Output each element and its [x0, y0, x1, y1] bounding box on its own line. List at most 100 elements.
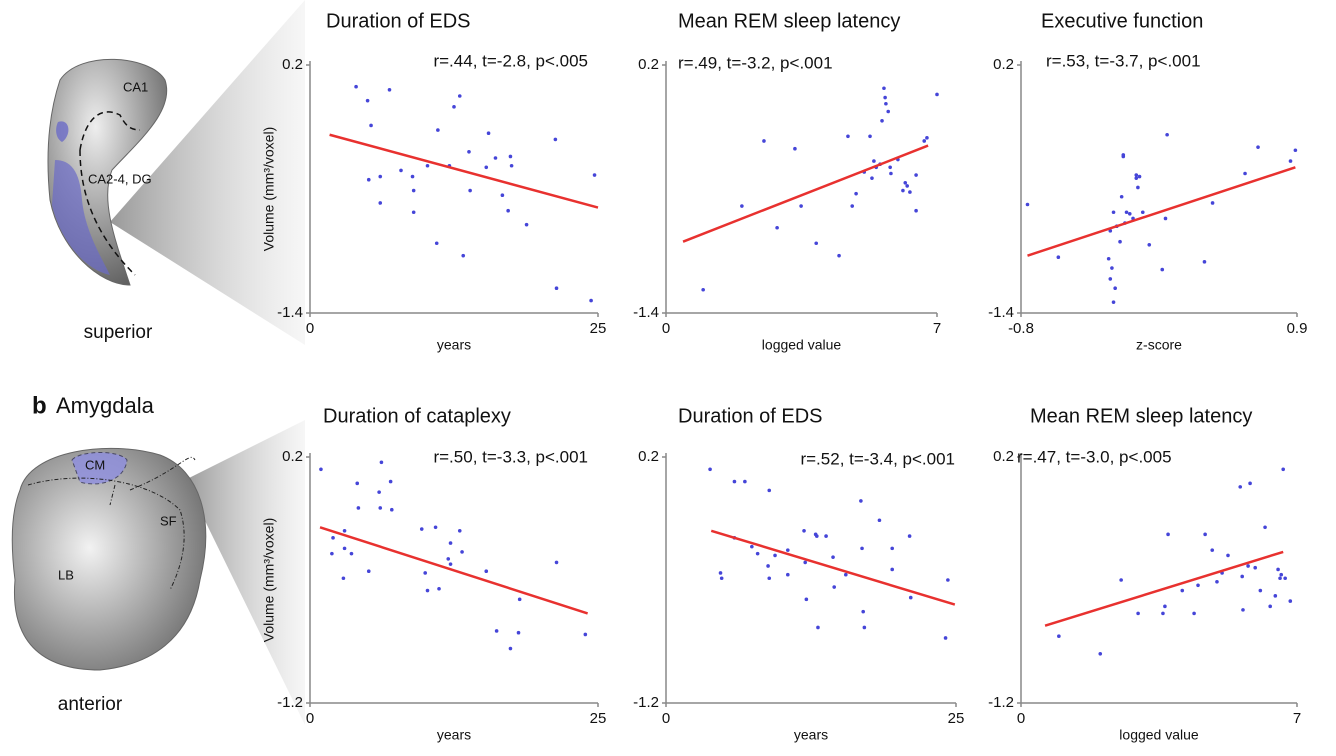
point	[861, 609, 865, 614]
point	[1288, 599, 1293, 603]
point	[1108, 277, 1113, 281]
point	[832, 585, 836, 589]
point	[1283, 576, 1287, 581]
x-axis-label: years	[437, 337, 471, 353]
point	[410, 174, 415, 179]
point	[467, 150, 471, 154]
x-axis-label: logged value	[762, 337, 842, 353]
point	[802, 529, 806, 533]
point	[775, 225, 779, 230]
fit-line	[1027, 166, 1296, 257]
point	[1276, 567, 1280, 572]
point	[743, 479, 747, 484]
y-tick-label: -1.2	[633, 694, 659, 711]
region-border	[79, 111, 141, 276]
point	[461, 253, 466, 258]
fit-line	[682, 144, 929, 243]
point	[517, 597, 522, 602]
point	[1278, 576, 1282, 581]
point	[1111, 300, 1116, 304]
annotation: r=.50, t=-3.3, p<.001	[433, 447, 588, 466]
point	[719, 576, 724, 581]
point	[1203, 532, 1207, 537]
point	[803, 560, 807, 565]
fit-line	[1044, 550, 1284, 627]
chart-title: Duration of EDS	[326, 10, 471, 32]
point	[378, 201, 383, 205]
point	[484, 165, 489, 170]
point	[1196, 583, 1200, 588]
point	[914, 173, 918, 177]
point	[846, 134, 850, 139]
point	[1134, 173, 1139, 177]
x-tick-label: 0	[662, 320, 670, 337]
point	[943, 636, 948, 640]
point	[935, 92, 939, 97]
point	[815, 534, 819, 538]
point	[824, 534, 828, 538]
panel-letter: b	[32, 392, 47, 419]
point	[349, 551, 354, 556]
region-label: LB	[58, 567, 74, 582]
amygdala-shape	[11, 447, 207, 671]
point	[436, 128, 440, 132]
point	[888, 165, 892, 170]
point	[1136, 185, 1140, 190]
y-tick-label: -1.2	[277, 694, 303, 711]
point	[379, 460, 384, 465]
point	[1263, 525, 1267, 530]
point	[448, 562, 453, 566]
point	[355, 481, 360, 486]
point	[425, 163, 430, 168]
point	[755, 551, 760, 556]
point	[786, 572, 790, 577]
y-tick-label: -1.4	[633, 304, 659, 321]
point	[804, 597, 809, 602]
point	[1202, 260, 1207, 264]
point	[330, 551, 334, 556]
y-tick-label: 0.2	[993, 448, 1014, 465]
point	[554, 560, 559, 565]
point	[1121, 154, 1126, 159]
point	[378, 174, 383, 179]
point	[1118, 239, 1122, 244]
point	[433, 525, 438, 530]
point	[524, 222, 529, 227]
x-tick-label: 25	[590, 320, 607, 337]
point	[411, 210, 416, 215]
fit-line	[319, 526, 589, 615]
y-tick-label: -1.4	[277, 304, 303, 321]
point	[554, 286, 559, 291]
point	[448, 541, 453, 545]
point	[508, 154, 513, 159]
chart-title: Mean REM sleep latency	[1030, 405, 1252, 427]
y-tick-label: 0.2	[638, 448, 659, 465]
point	[1165, 132, 1169, 137]
region-label: CA2-4, DG	[88, 171, 152, 186]
point	[387, 88, 392, 92]
view-label: anterior	[58, 694, 123, 715]
x-axis-label: z-score	[1136, 337, 1182, 353]
point	[331, 536, 335, 540]
point	[859, 499, 863, 503]
point	[1273, 594, 1278, 598]
region-label: SF	[160, 513, 177, 528]
point	[509, 163, 514, 168]
chart-title: Duration of EDS	[678, 405, 823, 427]
point	[434, 241, 439, 246]
point	[767, 576, 772, 581]
point	[457, 529, 462, 533]
point	[460, 550, 464, 554]
point	[701, 287, 705, 292]
point	[423, 571, 428, 575]
y-tick-label: -1.4	[988, 304, 1014, 321]
point	[366, 177, 371, 182]
point	[1246, 564, 1250, 568]
point	[750, 544, 754, 549]
point	[1111, 210, 1116, 215]
point	[1134, 176, 1139, 180]
zoom-cone	[185, 420, 305, 725]
point	[718, 571, 723, 575]
point	[1180, 588, 1185, 593]
